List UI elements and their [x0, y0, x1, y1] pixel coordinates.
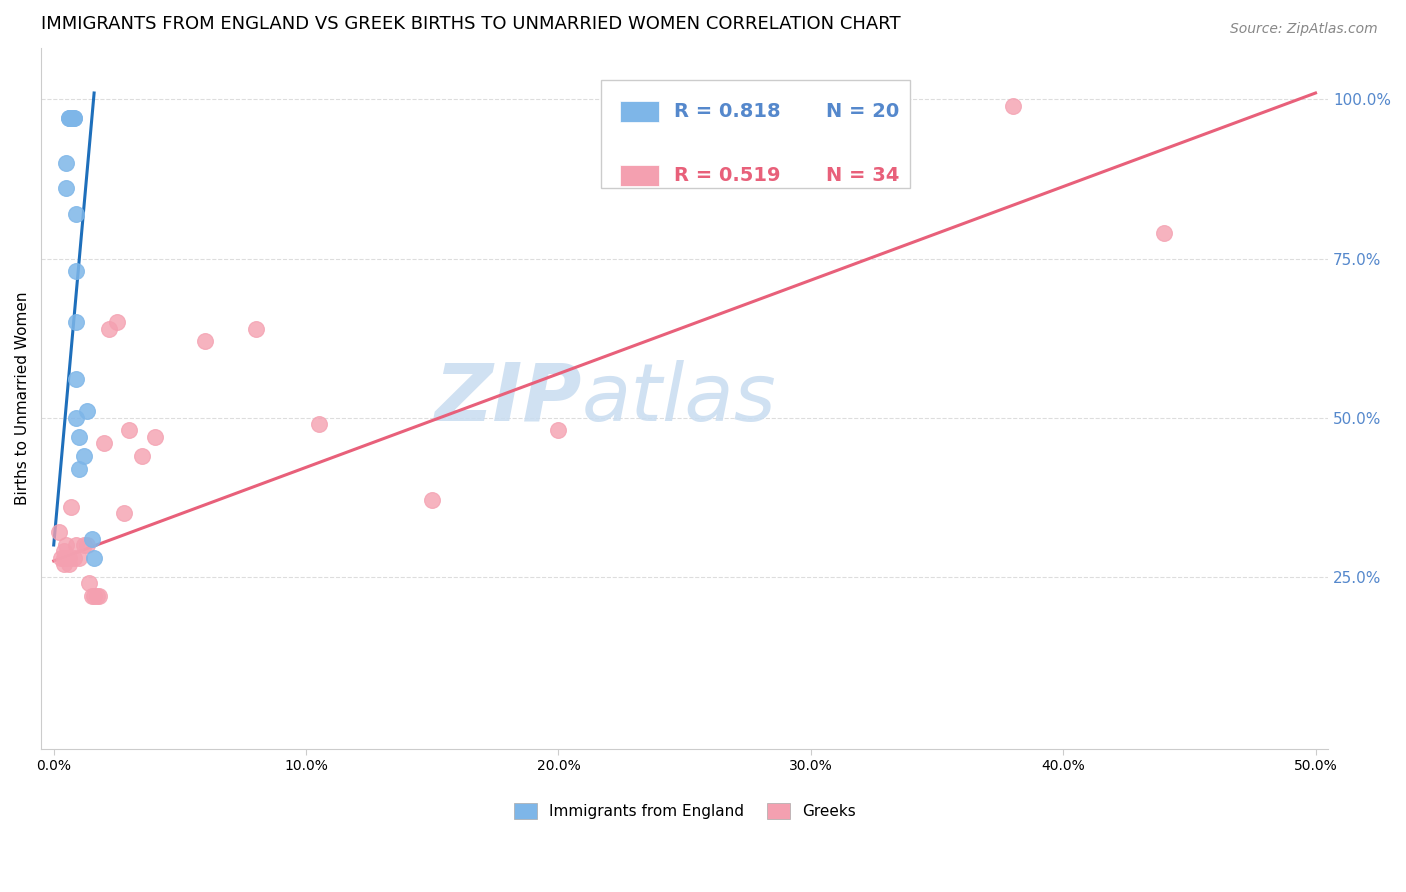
Point: [63, 112, 86, 126]
Point: [86, 589, 108, 603]
FancyBboxPatch shape: [620, 165, 659, 186]
Point: [105, 315, 128, 329]
Point: [65, 207, 87, 221]
Point: [60, 112, 83, 126]
Point: [112, 506, 135, 520]
Text: R = 0.818: R = 0.818: [675, 102, 780, 121]
Text: N = 20: N = 20: [827, 102, 900, 121]
Legend: Immigrants from England, Greeks: Immigrants from England, Greeks: [508, 797, 862, 825]
Text: atlas: atlas: [582, 359, 776, 438]
Point: [73, 538, 96, 552]
Point: [67, 461, 90, 475]
Point: [58, 112, 80, 126]
Point: [83, 550, 105, 565]
Y-axis label: Births to Unmarried Women: Births to Unmarried Women: [15, 292, 30, 506]
Text: Source: ZipAtlas.com: Source: ZipAtlas.com: [1230, 22, 1378, 37]
FancyBboxPatch shape: [620, 101, 659, 122]
Point: [67, 430, 90, 444]
Point: [77, 576, 100, 591]
Point: [67, 550, 90, 565]
Point: [63, 112, 86, 126]
Point: [55, 550, 77, 565]
Point: [52, 557, 75, 571]
Point: [76, 404, 98, 418]
Point: [58, 550, 80, 565]
Point: [52, 550, 75, 565]
Point: [80, 589, 103, 603]
Text: R = 0.519: R = 0.519: [675, 167, 780, 186]
Point: [73, 449, 96, 463]
Point: [80, 532, 103, 546]
Text: ZIP: ZIP: [434, 359, 582, 438]
Text: N = 34: N = 34: [827, 167, 900, 186]
Point: [60, 500, 83, 514]
Point: [58, 112, 80, 126]
Point: [420, 493, 443, 508]
Point: [1153, 226, 1175, 240]
Point: [52, 544, 75, 558]
Point: [245, 321, 267, 335]
Point: [131, 449, 153, 463]
Point: [65, 372, 87, 386]
Point: [55, 156, 77, 170]
Point: [547, 424, 569, 438]
Point: [118, 424, 141, 438]
Point: [63, 550, 86, 565]
Point: [308, 417, 330, 431]
Point: [48, 525, 70, 540]
Point: [65, 264, 87, 278]
Point: [65, 538, 87, 552]
Point: [55, 538, 77, 552]
Point: [60, 112, 83, 126]
Text: IMMIGRANTS FROM ENGLAND VS GREEK BIRTHS TO UNMARRIED WOMEN CORRELATION CHART: IMMIGRANTS FROM ENGLAND VS GREEK BIRTHS …: [41, 15, 901, 33]
Point: [98, 321, 121, 335]
FancyBboxPatch shape: [600, 80, 910, 188]
Point: [93, 436, 115, 450]
Point: [143, 430, 166, 444]
Point: [65, 315, 87, 329]
Point: [58, 557, 80, 571]
Point: [76, 538, 98, 552]
Point: [55, 181, 77, 195]
Point: [60, 112, 83, 126]
Point: [65, 410, 87, 425]
Point: [83, 589, 105, 603]
Point: [194, 334, 217, 349]
Point: [1001, 99, 1024, 113]
Point: [51, 550, 73, 565]
Point: [89, 589, 111, 603]
